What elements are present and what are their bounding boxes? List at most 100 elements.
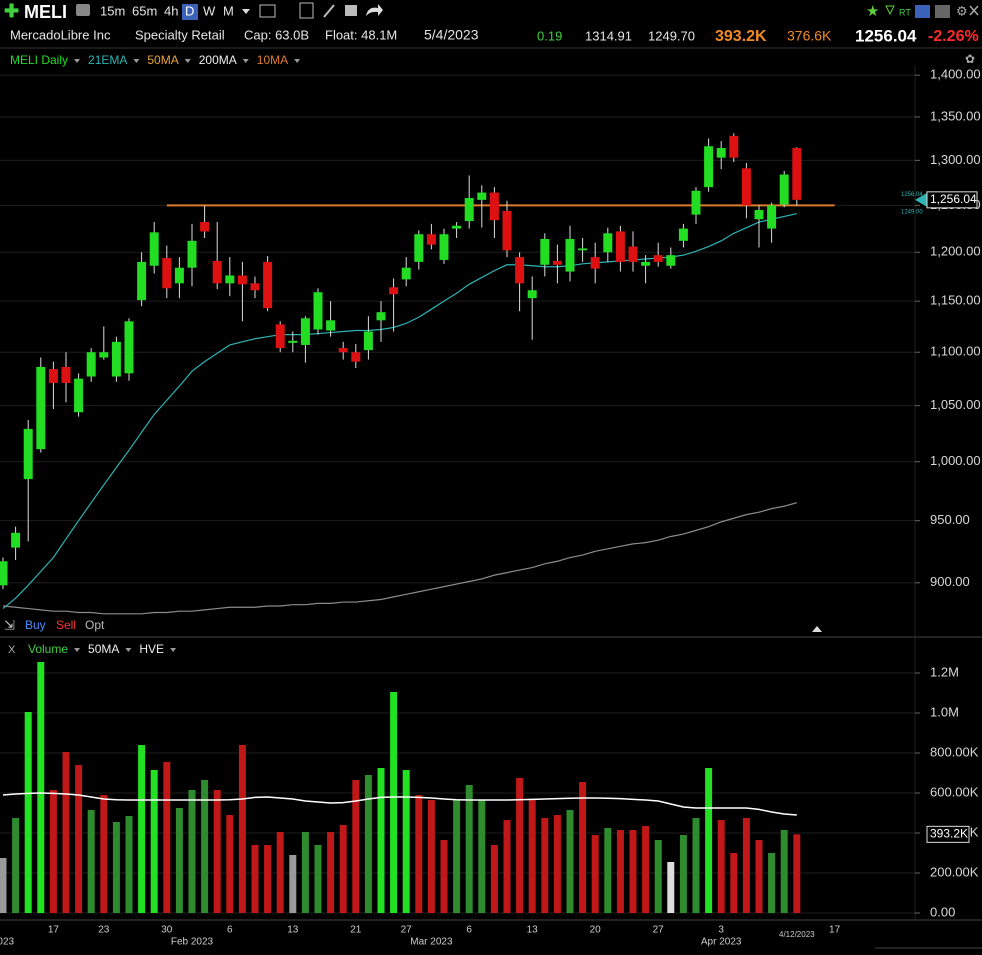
candle-body [124,321,134,374]
dropdown[interactable] [242,9,250,14]
candle-body [338,348,348,353]
legend-entry: 10MA [257,53,288,67]
volume-bar [37,662,45,913]
dropdown [74,59,81,63]
icon[interactable] [885,5,895,16]
candle-body [351,352,361,362]
last-price: 1256.04 [855,26,917,45]
candle-body [11,532,21,548]
x-tick-label: 17 [48,925,60,936]
legend-entry: 50MA [88,642,119,656]
icon[interactable] [259,4,276,18]
volume-bar [692,818,700,913]
side-label: 1256.04 [901,192,923,198]
candle-body [704,146,714,188]
volume-bar [175,808,183,913]
dropdown [170,648,177,652]
volume-bar [238,745,246,913]
candle-body [225,275,235,284]
volume-bar [24,712,32,913]
candle-body [36,366,46,450]
y-tick-label: 1,350.00 [930,108,981,123]
interval[interactable]: 65m [132,3,157,18]
star-icon[interactable]: ★ [866,3,879,20]
icon[interactable] [299,2,314,19]
icon[interactable] [366,4,383,16]
volume-bar [478,800,486,913]
candle-body [565,238,575,272]
icon[interactable] [915,5,930,18]
volume-bar [264,845,272,913]
buy-button[interactable]: Buy [25,618,46,632]
x-month-label: Mar 2023 [410,937,453,948]
candle-body [212,260,222,284]
rt[interactable]: RT [899,7,911,17]
x-month-label: Feb 2023 [171,937,214,948]
close-icon[interactable] [969,5,979,16]
icon[interactable] [76,4,90,16]
candle-body [729,135,739,158]
candle-body [716,148,726,158]
interval[interactable]: W [203,3,216,18]
icon[interactable] [323,4,335,18]
candle-body [578,248,588,251]
volume-bar [327,832,335,913]
x-month-label: 2023 [0,937,15,948]
collapse-icon[interactable] [812,626,822,632]
palette-icon[interactable]: ✿ [965,52,975,66]
icon[interactable] [345,5,357,16]
settings-icon[interactable]: ⚙ [956,3,968,18]
legend-entry: HVE [139,642,164,656]
y-tick-label: 1,100.00 [930,344,981,359]
buy-icon[interactable]: ⇲ [4,617,15,632]
candle-body [288,340,298,343]
interval[interactable]: 4h [164,3,178,18]
volume-bar [705,768,713,913]
candle-body [464,198,474,222]
add-icon[interactable]: ✚ [4,1,19,21]
volume-bar [427,800,435,913]
volume-bar [604,828,612,913]
candle-body [653,255,663,262]
candle-body [48,369,58,383]
y-tick-label: 800.00K [930,744,979,759]
volume-bar [138,745,146,913]
interval[interactable]: 15m [100,3,125,18]
candle-body [300,318,310,345]
opt-button[interactable]: Opt [85,618,105,632]
candle-body [678,228,688,241]
volume-bar [453,800,461,913]
interval[interactable]: M [223,3,234,18]
dropdown [74,648,81,652]
candle-body [111,341,121,377]
volume-bar [352,780,360,913]
y-tick-label: 1,000.00 [930,453,981,468]
volume-bar [755,840,763,913]
sell-button[interactable]: Sell [56,618,76,632]
candle-body [628,246,638,262]
chart-title: MELI Daily [10,53,68,67]
candle-body [263,261,273,309]
quote: 393.2K [715,28,767,45]
x-tick-label: 23 [98,925,110,936]
legend-entry: 50MA [147,53,178,67]
x-tick-label: 17 [829,925,841,936]
symbol[interactable]: MELI [24,2,67,22]
legend-entry: 21EMA [88,53,127,67]
dropdown [133,59,140,63]
close-panel[interactable]: X [8,644,16,656]
interval[interactable]: D [185,3,194,18]
candle-body [23,428,33,480]
candle-body [527,290,537,299]
change: -2.26% [928,28,979,45]
candle-body [590,257,600,269]
candle-body [250,283,260,291]
volume-bar [717,820,725,913]
icon[interactable] [935,5,950,18]
y-tick-label: 900.00 [930,574,970,589]
volume-bar [402,770,410,913]
dropdown [125,648,132,652]
float: Float: 48.1M [325,27,397,42]
y-tick-label: 0.00 [930,904,955,919]
